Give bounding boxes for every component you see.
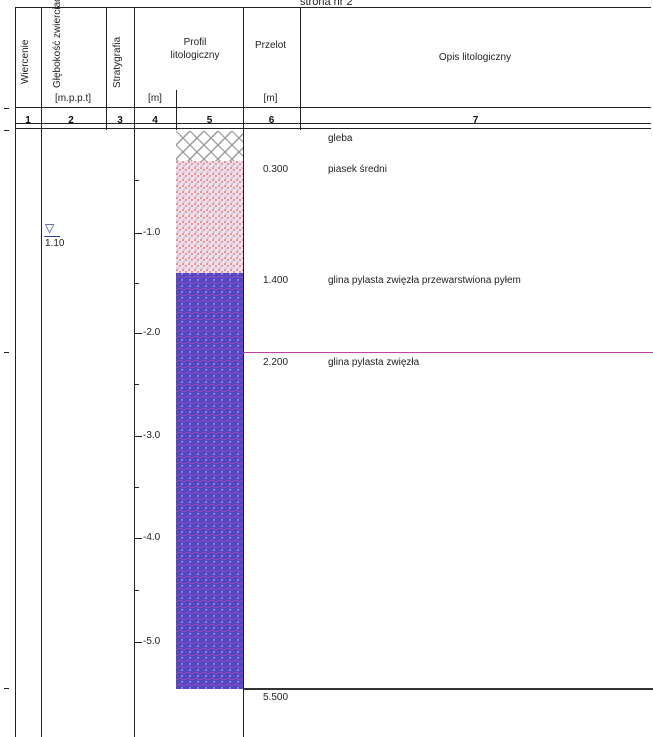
water-level-icon: ▽ <box>45 221 55 235</box>
header-unit-mppt: [m.p.p.t] <box>54 93 92 104</box>
layer-sand <box>176 161 243 273</box>
layer-description: glina pylasta zwięzła <box>328 357 420 368</box>
column-number: 5 <box>206 115 213 126</box>
top-border <box>15 7 651 8</box>
header-wiercenie: Wiercenie <box>20 39 31 85</box>
header-opis: Opis litologiczny <box>438 52 512 63</box>
col-divider <box>15 7 16 737</box>
col-divider <box>41 7 42 737</box>
layer-clay <box>176 273 243 689</box>
layer-boundary-line <box>243 688 653 690</box>
col-divider <box>106 7 107 130</box>
depth-tick <box>135 538 142 539</box>
header-unit-m-depth: [m] <box>148 93 162 104</box>
layer-description: glina pylasta zwięzła przewarstwiona pył… <box>328 275 521 286</box>
depth-tick <box>135 333 142 334</box>
layer-depth: 5.500 <box>263 692 289 703</box>
depth-label: -3.0 <box>143 430 161 441</box>
header-przelot: Przelot <box>254 40 287 51</box>
column-number: 3 <box>117 115 123 126</box>
layer-depth: 1.400 <box>263 275 289 286</box>
column-number: 4 <box>152 115 158 126</box>
header-unit-m-przelot: [m] <box>263 93 278 104</box>
water-level-underline <box>44 236 60 237</box>
column-number: 6 <box>268 115 275 126</box>
depth-label: -5.0 <box>143 636 161 647</box>
depth-label: -1.0 <box>143 227 161 238</box>
layer-description: gleba <box>328 133 353 144</box>
margin-tick <box>4 130 9 131</box>
depth-tick <box>135 436 142 437</box>
column-number: 7 <box>472 115 479 126</box>
minor-tick <box>135 384 139 385</box>
col-divider <box>300 7 301 130</box>
col-divider <box>176 90 177 130</box>
minor-tick <box>135 590 139 591</box>
header-profil: Profil litologiczny <box>170 37 220 61</box>
colnum-bottom-line <box>15 128 651 129</box>
depth-tick <box>135 642 142 643</box>
header-glebokosc: Głębokość zwierciadła wody <box>52 0 63 88</box>
column-number: 1 <box>25 115 31 126</box>
layer-depth: 0.300 <box>263 164 289 175</box>
depth-tick <box>135 233 142 234</box>
minor-tick <box>135 180 139 181</box>
margin-tick <box>4 688 9 689</box>
depth-label: -2.0 <box>143 327 161 338</box>
column-number: 2 <box>68 115 74 126</box>
colnum-bottom-line <box>15 123 651 124</box>
layer-soil <box>176 131 243 161</box>
layer-boundary-line <box>243 352 653 353</box>
lithology-profile <box>176 131 243 689</box>
header-bottom-line <box>15 107 651 108</box>
header-stratygrafia: Stratygrafia <box>112 36 123 88</box>
col-divider <box>134 7 135 737</box>
page-label: strona nr 2 <box>300 0 353 8</box>
layer-description: piasek średni <box>328 164 387 175</box>
col-divider <box>243 7 244 737</box>
minor-tick <box>135 283 139 284</box>
margin-tick <box>4 352 9 353</box>
margin-tick <box>4 108 9 109</box>
depth-label: -4.0 <box>143 532 161 543</box>
layer-depth: 2.200 <box>263 357 289 368</box>
minor-tick <box>135 487 139 488</box>
water-level-value: 1.10 <box>45 238 65 249</box>
